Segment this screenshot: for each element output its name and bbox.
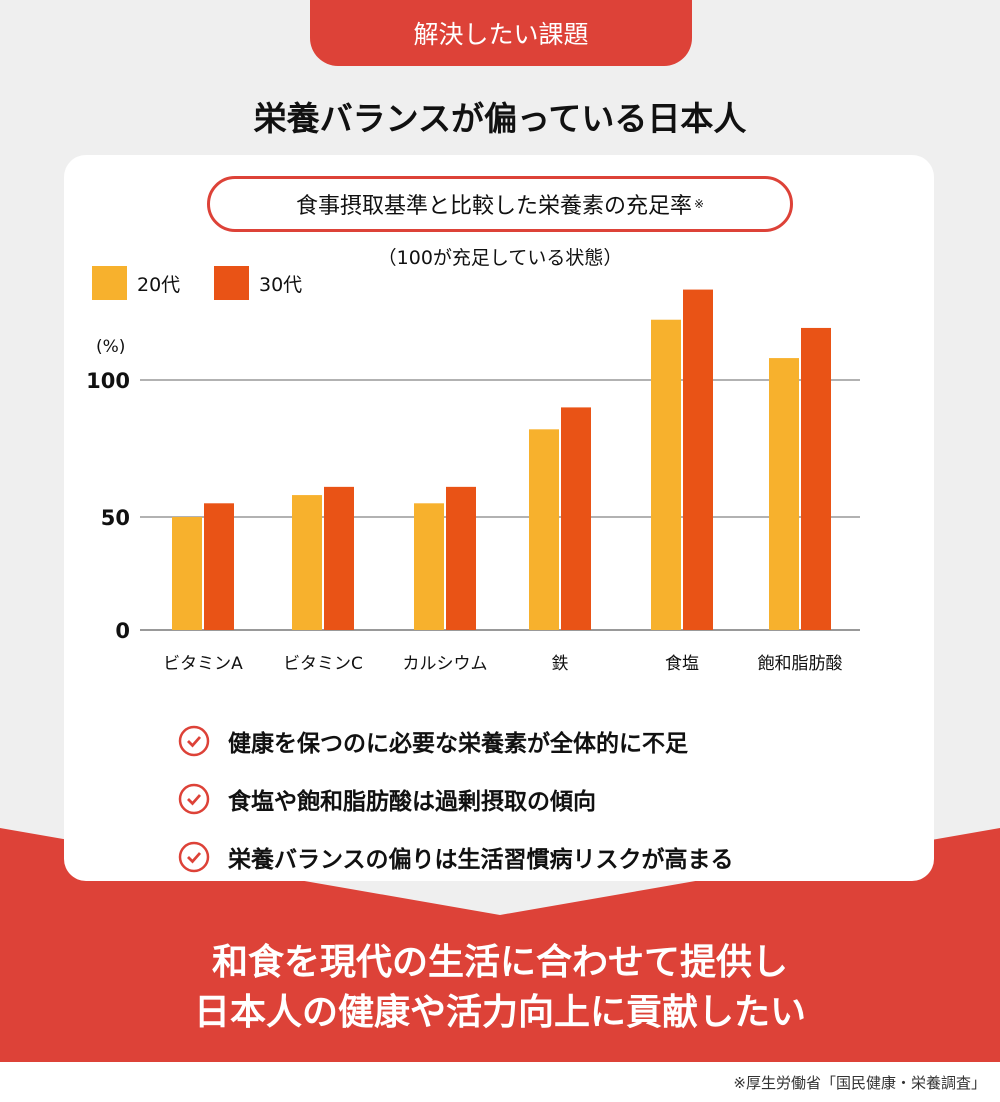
bar-30s (324, 486, 354, 630)
check-text: 健康を保つのに必要な栄養素が全体的に不足 (228, 731, 688, 757)
check-text: 栄養バランスの偏りは生活習慣病リスクが高まる (228, 847, 734, 873)
legend-swatch (214, 266, 249, 300)
check-circle-icon (178, 725, 210, 757)
y-tick-label: 50 (101, 506, 130, 530)
page-title: 栄養バランスが偏っている日本人 (253, 99, 747, 138)
check-item: 健康を保つのに必要な栄養素が全体的に不足 (178, 712, 734, 770)
check-circle-icon (178, 841, 210, 873)
footnote-bar: ※厚生労働省「国民健康・栄養調査」 (0, 1062, 1000, 1102)
bar-30s (801, 327, 831, 630)
check-text: 食塩や飽和脂肪酸は過剰摂取の傾向 (228, 789, 596, 815)
y-axis-label: (%) (96, 337, 125, 357)
y-tick-label: 100 (86, 369, 130, 393)
bottom-line-2: 日本人の健康や活力向上に貢献したい (193, 992, 806, 1033)
legend-swatch (92, 266, 127, 300)
header-tab: 解決したい課題 (310, 0, 692, 66)
y-tick-label: 0 (115, 619, 130, 643)
check-circle-icon (178, 783, 210, 815)
check-list: 健康を保つのに必要な栄養素が全体的に不足 食塩や飽和脂肪酸は過剰摂取の傾向 栄養… (178, 712, 734, 886)
bar-chart: 0 50 100 (%) ビタミンA ビタミンC カルシウム 鉄 食塩 飽和脂肪酸 (86, 289, 860, 674)
check-item: 食塩や飽和脂肪酸は過剰摂取の傾向 (178, 770, 734, 828)
bar-20s (172, 517, 202, 630)
x-tick-label: ビタミンA (163, 654, 243, 674)
chart-title-mark: ※ (693, 197, 705, 211)
chart-title: 食事摂取基準と比較した栄養素の充足率 ※ (207, 176, 793, 232)
chart-subtitle: （100が充足している状態） (377, 247, 623, 269)
bar-30s (683, 289, 713, 630)
bottom-message: 和食を現代の生活に合わせて提供し 日本人の健康や活力向上に貢献したい (0, 938, 1000, 1038)
bar-30s (204, 503, 234, 630)
bar-20s (292, 495, 322, 630)
chart-title-text: 食事摂取基準と比較した栄養素の充足率 (295, 194, 692, 219)
bar-30s (446, 486, 476, 630)
bar-20s (651, 319, 681, 630)
x-tick-label: 飽和脂肪酸 (758, 654, 843, 674)
bottom-line-1: 和食を現代の生活に合わせて提供し (211, 942, 788, 983)
legend-20s: 20代 (92, 266, 180, 300)
bar-30s (561, 407, 591, 630)
legend-30s: 30代 (214, 266, 302, 300)
x-tick-label: 鉄 (552, 654, 569, 674)
x-tick-label: カルシウム (403, 654, 488, 674)
bar-20s (529, 429, 559, 630)
x-tick-label: ビタミンC (283, 654, 363, 674)
legend-label: 20代 (137, 273, 181, 296)
legend-label: 30代 (259, 273, 303, 296)
footnote: ※厚生労働省「国民健康・栄養調査」 (733, 1074, 986, 1092)
bar-20s (414, 503, 444, 630)
bar-20s (769, 358, 799, 630)
check-item: 栄養バランスの偏りは生活習慣病リスクが高まる (178, 828, 734, 886)
x-tick-label: 食塩 (665, 654, 699, 674)
